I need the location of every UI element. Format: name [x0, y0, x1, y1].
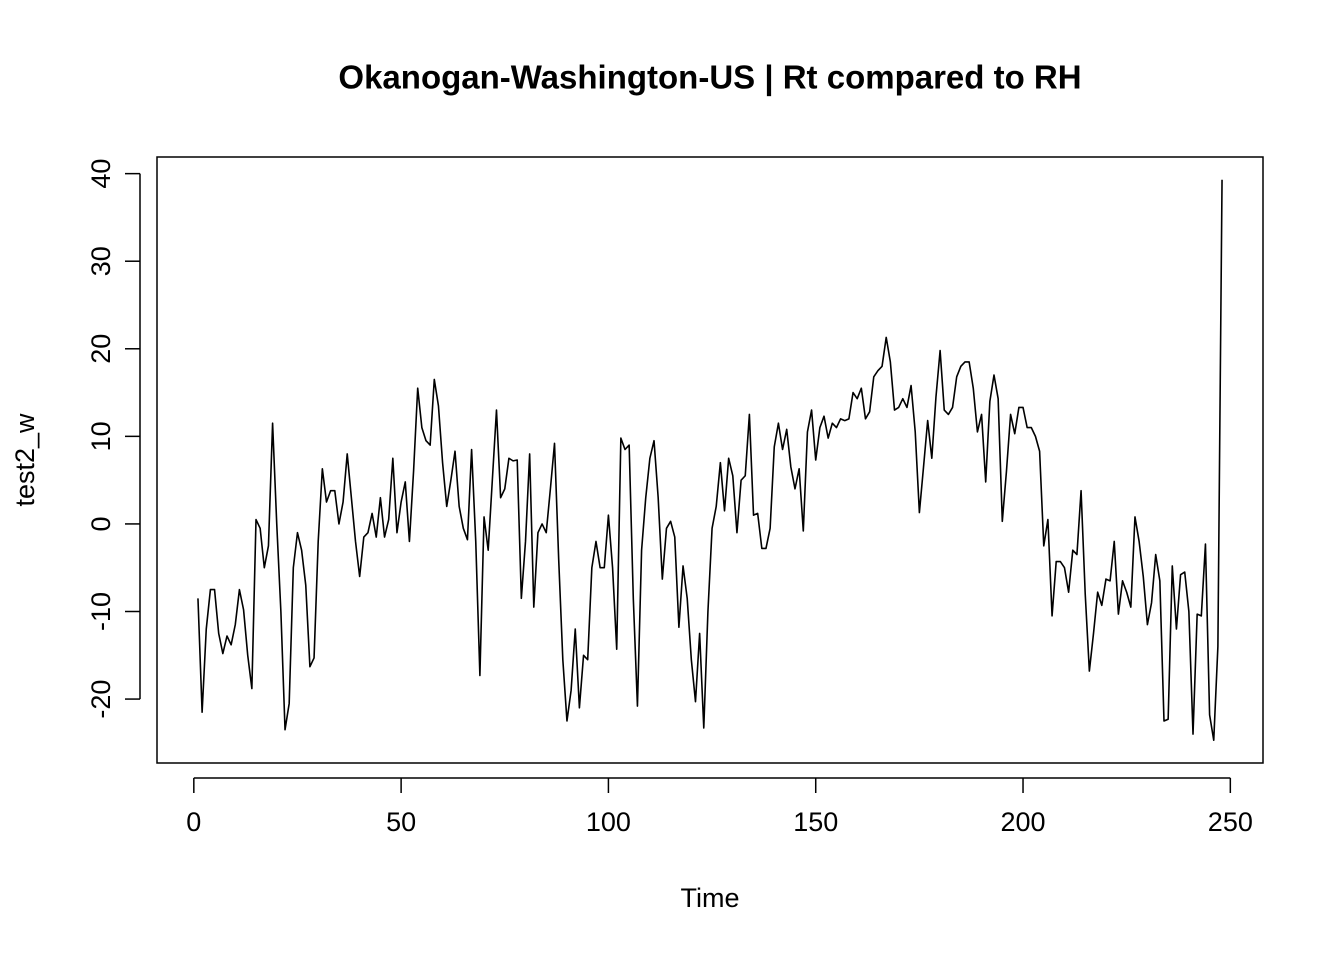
y-tick-label: 40: [86, 159, 116, 189]
y-tick-label: -10: [86, 592, 116, 631]
x-tick-label: 250: [1208, 807, 1253, 837]
y-tick-label: 20: [86, 334, 116, 364]
x-tick-label: 200: [1000, 807, 1045, 837]
y-axis-label: test2_w: [10, 413, 40, 507]
x-axis-label: Time: [681, 883, 740, 913]
chart-title: Okanogan-Washington-US | Rt compared to …: [338, 59, 1081, 96]
x-tick-label: 100: [586, 807, 631, 837]
y-tick-label: 30: [86, 246, 116, 276]
y-tick-label: 0: [86, 516, 116, 531]
x-tick-label: 50: [386, 807, 416, 837]
x-tick-label: 0: [186, 807, 201, 837]
y-tick-label: -20: [86, 680, 116, 719]
plot-box: [156, 156, 1264, 764]
data-line: [197, 179, 1223, 742]
y-tick-label: 10: [86, 421, 116, 451]
x-tick-label: 150: [793, 807, 838, 837]
